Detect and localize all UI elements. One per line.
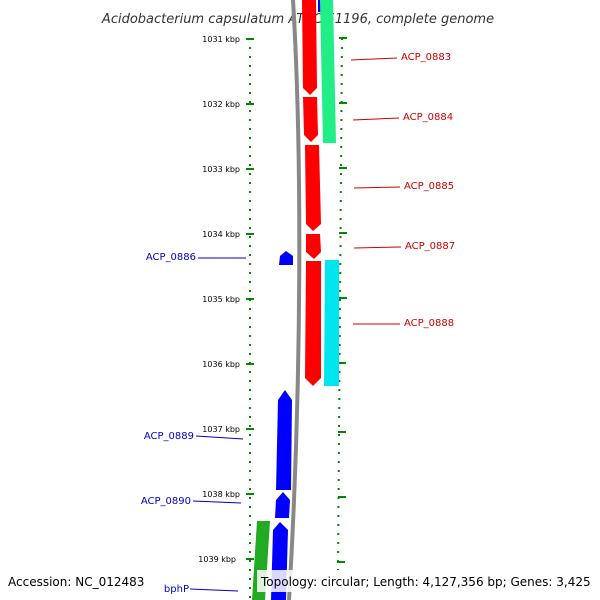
- gene-label-acp-0889: ACP_0889: [144, 431, 194, 442]
- tick-label-1038: 1038 kbp: [202, 490, 240, 499]
- inner-major-ticks: [246, 38, 254, 560]
- gene-label-acp-0886: ACP_0886: [146, 252, 196, 263]
- cds-acp-0888[interactable]: [305, 261, 321, 386]
- forward-leader-lines: [350, 57, 402, 325]
- gene-label-acp-0887: ACP_0887: [405, 241, 455, 252]
- orf-cyan-forward[interactable]: [324, 260, 339, 386]
- outer-major-ticks: [337, 37, 347, 563]
- tick-label-1035: 1035 kbp: [202, 295, 240, 304]
- cds-acp-0883[interactable]: [302, 0, 317, 95]
- tick-label-1031: 1031 kbp: [202, 35, 240, 44]
- cds-acp-0887[interactable]: [306, 234, 321, 259]
- reverse-leader-lines: [189, 257, 246, 592]
- gene-label-acp-0885: ACP_0885: [404, 181, 454, 192]
- gene-label-bphP: bphP: [164, 584, 189, 595]
- topology-text: Topology: circular; Length: 4,127,356 bp…: [260, 575, 591, 589]
- cds-acp-0885[interactable]: [305, 145, 321, 231]
- tick-label-1037: 1037 kbp: [202, 425, 240, 434]
- accession-text: Accession: NC_012483: [8, 575, 144, 589]
- cds-acp-0890[interactable]: [275, 492, 290, 518]
- gene-label-acp-0888: ACP_0888: [404, 318, 454, 329]
- tick-label-1036: 1036 kbp: [202, 360, 240, 369]
- gene-label-acp-0883: ACP_0883: [401, 52, 451, 63]
- gene-label-acp-0884: ACP_0884: [403, 112, 453, 123]
- tick-label-1039: 1039 kbp: [198, 555, 236, 564]
- cds-acp-0889[interactable]: [276, 390, 292, 490]
- tick-label-1034: 1034 kbp: [202, 230, 240, 239]
- genome-backbone: [287, 0, 302, 600]
- cds-acp-0884[interactable]: [303, 97, 318, 142]
- cds-acp-0886[interactable]: [279, 251, 293, 265]
- orf-green-forward[interactable]: [320, 0, 336, 143]
- tick-label-1033: 1033 kbp: [202, 165, 240, 174]
- tick-label-1032: 1032 kbp: [202, 100, 240, 109]
- map-title: Acidobacterium capsulatum ATCC 51196, co…: [101, 12, 494, 27]
- gene-label-acp-0890: ACP_0890: [141, 496, 191, 507]
- topology-background: [257, 570, 595, 592]
- accession-background: [4, 570, 150, 592]
